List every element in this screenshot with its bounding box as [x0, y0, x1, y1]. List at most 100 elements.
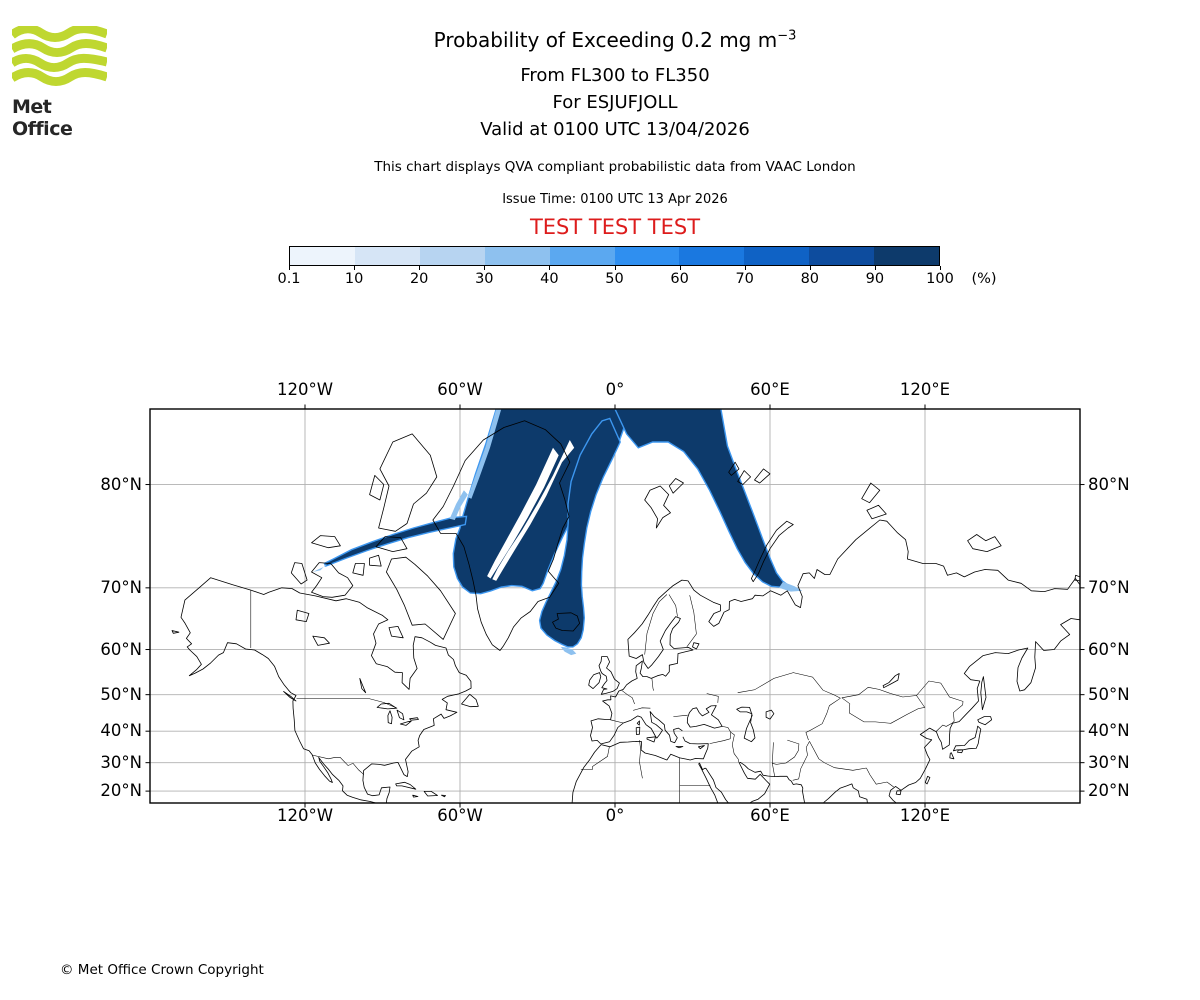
lat-tick-label-left: 70°N [100, 577, 142, 597]
coastline [646, 736, 656, 743]
colorbar-segment [809, 247, 875, 265]
coastline [571, 736, 709, 803]
coastline [600, 711, 683, 745]
coastline [387, 710, 393, 725]
lon-tick-label-bottom: 60°W [437, 806, 483, 825]
ash-plume-dark [323, 515, 468, 567]
coastline [295, 609, 310, 622]
coastline [423, 791, 438, 797]
country-border [916, 680, 964, 724]
coastline [736, 706, 756, 743]
colorbar-tick [744, 266, 746, 270]
coastline [765, 709, 775, 720]
lat-tick-label-left: 20°N [100, 781, 142, 801]
coastline [290, 562, 308, 585]
coastline [635, 726, 641, 735]
copyright-notice: © Met Office Crown Copyright [60, 962, 264, 978]
colorbar-segment [874, 247, 940, 265]
country-border [866, 767, 894, 788]
colorbar-tick [940, 266, 941, 270]
colorbar-tick-label: 80 [800, 271, 820, 287]
country-border [730, 731, 740, 763]
colorbar-tick [354, 266, 356, 270]
coastline [675, 746, 684, 749]
colorbar-tick-label: 0.1 [277, 271, 301, 287]
coastline [668, 478, 684, 494]
colorbar-tick [809, 266, 811, 270]
ash-plume-light [560, 646, 577, 656]
lon-tick-label-top: 60°W [437, 380, 483, 399]
country-border [639, 740, 643, 779]
coastline [980, 676, 987, 711]
coastline [728, 461, 740, 476]
test-banner: TEST TEST TEST [529, 215, 701, 239]
country-border [772, 739, 800, 765]
colorbar-tick-label: 70 [735, 271, 754, 287]
coastline [598, 656, 620, 695]
ash-plume-white [492, 440, 575, 581]
subtitle-valid-time: Valid at 0100 UTC 13/04/2026 [480, 119, 750, 140]
colorbar-tick [484, 266, 486, 270]
colorbar-segment [614, 247, 680, 265]
map-layers [150, 409, 1080, 803]
coastline [738, 762, 805, 803]
subtitle-flight-levels: From FL300 to FL350 [520, 65, 710, 86]
lon-tick-label-bottom: 120°E [899, 806, 951, 825]
lat-tick-label-right: 60°N [1088, 639, 1130, 659]
lon-tick-label-top: 0° [605, 380, 625, 399]
coastline [311, 562, 354, 598]
country-border [686, 595, 697, 648]
lon-tick-label-bottom: 60°E [750, 806, 790, 825]
coastline [359, 678, 367, 694]
country-border [841, 687, 926, 724]
colorbar-segment [549, 247, 615, 265]
lon-tick-label-top: 60°E [750, 380, 790, 399]
coastline [882, 673, 900, 689]
country-border [706, 693, 719, 703]
lat-tick-label-right: 70°N [1088, 577, 1130, 597]
lat-tick-label-right: 80°N [1088, 474, 1130, 494]
colorbar-segment [290, 247, 355, 265]
coastline [751, 520, 794, 583]
coastline [369, 475, 385, 501]
country-border [805, 697, 841, 741]
met-office-logo: Met Office [9, 24, 109, 140]
coastline [369, 554, 382, 567]
coastline [957, 749, 964, 754]
country-border [737, 672, 841, 699]
probability-colorbar [289, 246, 940, 266]
lat-tick-label-right: 50°N [1088, 684, 1130, 704]
colorbar-tick [874, 266, 876, 270]
lat-tick-label-right: 30°N [1088, 752, 1130, 772]
coastline [386, 556, 456, 640]
coastline [378, 433, 438, 532]
subtitle-volcano: For ESJUFJOLL [552, 92, 678, 113]
colorbar-tick-label: 40 [540, 271, 559, 287]
colorbar-tick [419, 266, 421, 270]
coastline [861, 482, 881, 504]
coastline [866, 504, 887, 520]
colorbar-tick-label: 20 [409, 271, 429, 287]
country-border [621, 689, 635, 705]
colorbar-segment [419, 247, 485, 265]
coastline [888, 618, 1080, 803]
colorbar-tick-label: 60 [670, 271, 689, 287]
lon-tick-label-bottom: 120°W [276, 806, 334, 825]
coastline [692, 642, 700, 650]
ash-plume-light [449, 490, 468, 520]
lon-tick-label-top: 120°W [276, 380, 334, 399]
coastline [311, 535, 341, 549]
ash-plume-light [312, 563, 327, 572]
coastline [588, 672, 602, 689]
colorbar-tick [289, 266, 290, 270]
country-border [651, 678, 655, 691]
country-border [668, 594, 678, 617]
ash-plume-dark [614, 409, 790, 588]
colorbar-segment [679, 247, 745, 265]
issue-time: Issue Time: 0100 UTC 13 Apr 2026 [502, 192, 728, 207]
colorbar-tick-label: 10 [344, 271, 364, 287]
ash-plume-dark [538, 417, 621, 648]
coastline [590, 519, 1080, 745]
coastline [388, 626, 404, 639]
